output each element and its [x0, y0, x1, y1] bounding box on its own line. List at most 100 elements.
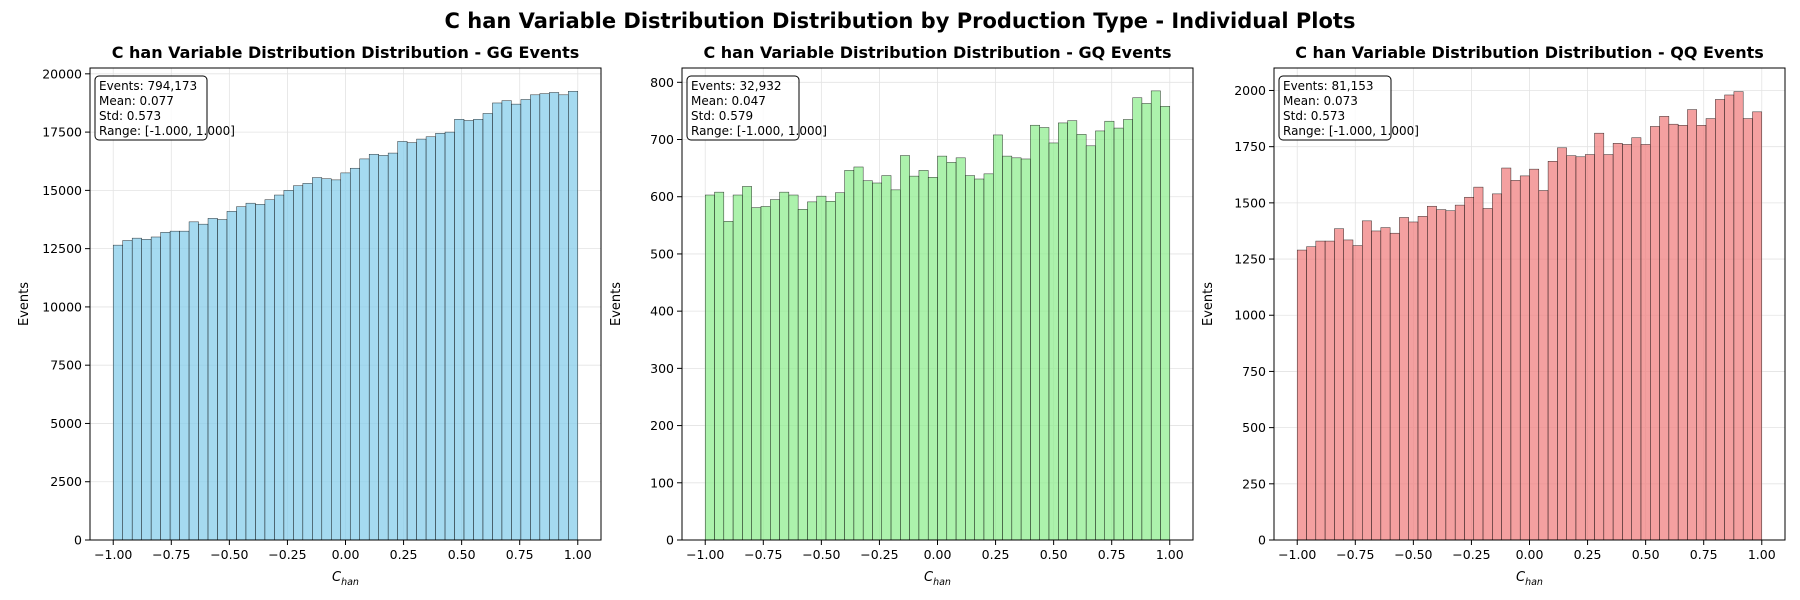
histogram-bar — [539, 93, 550, 541]
chart-panel: −1.00 −0.75 −0.50 −0.25 0.00 0.25 0.50 0.75 1.00… — [17, 43, 602, 588]
histogram-bar — [1020, 158, 1031, 541]
histogram-bar — [1408, 221, 1419, 541]
x-tick-label: 0.75 — [1690, 547, 1718, 562]
stats-line: Std: 0.579 — [691, 109, 753, 123]
histogram-bar — [1594, 132, 1605, 541]
x-tick-label: 0.00 — [1516, 547, 1544, 562]
stats-line: Range: [-1.000, 1.000] — [1283, 124, 1419, 138]
chart-panel: −1.00 −0.75 −0.50 −0.25 0.00 0.25 0.50 0.75 1.00… — [609, 43, 1194, 588]
histogram-bar — [321, 178, 332, 541]
stats-line: Range: [-1.000, 1.000] — [99, 124, 235, 138]
x-tick-label: 0.00 — [332, 547, 360, 562]
x-tick-label: 0.25 — [1574, 547, 1602, 562]
x-axis-label-main: C — [332, 570, 342, 585]
histogram-bar — [797, 209, 808, 541]
histogram-bar — [825, 201, 836, 541]
y-tick-label: 500 — [1242, 420, 1266, 435]
stats-line: Std: 0.573 — [1283, 109, 1345, 123]
histogram-bar — [788, 194, 799, 541]
chart-title: C han Variable Distribution Distribution… — [703, 43, 1171, 62]
x-tick-label: −0.75 — [744, 547, 782, 562]
histogram-bar — [340, 172, 351, 541]
x-tick-label: 1.00 — [564, 547, 592, 562]
histogram-bar — [255, 204, 266, 541]
x-axis-label: Chan — [924, 570, 951, 588]
histogram-bar — [530, 94, 541, 541]
histogram-bar — [1132, 97, 1143, 541]
histogram-bar — [1510, 180, 1521, 541]
y-tick-label: 1250 — [1234, 252, 1266, 267]
x-tick-label: −1.00 — [94, 547, 132, 562]
stats-line: Events: 794,173 — [99, 79, 197, 93]
histogram-bar — [283, 190, 294, 541]
histogram-bar — [511, 103, 522, 541]
histogram-bar — [312, 177, 323, 541]
y-tick-label: 800 — [650, 75, 674, 90]
histogram-bar — [983, 173, 994, 541]
y-tick-label: 750 — [1242, 364, 1266, 379]
stats-line: Mean: 0.077 — [99, 94, 174, 108]
histogram-bar — [1011, 157, 1022, 541]
histogram-bar — [444, 131, 455, 541]
histogram-bar — [1529, 168, 1540, 541]
histogram-bar — [207, 218, 218, 541]
y-tick-label: 5000 — [50, 416, 82, 431]
histogram-bar — [1622, 144, 1632, 541]
histogram-bar — [1473, 186, 1484, 541]
histogram-bar — [1306, 246, 1317, 541]
histogram-bar — [1752, 111, 1763, 541]
x-axis-label-subscript: han — [341, 577, 359, 588]
histogram-bar — [1677, 125, 1688, 541]
x-tick-label: −0.50 — [802, 547, 840, 562]
histogram-bar — [835, 192, 845, 541]
histogram-bar — [946, 162, 957, 541]
y-axis-label: Events — [609, 282, 624, 326]
histogram-bar — [549, 92, 560, 541]
stats-line: Mean: 0.047 — [691, 94, 766, 108]
histogram-bar — [1343, 239, 1354, 541]
x-tick-label: 1.00 — [1156, 547, 1184, 562]
histogram-bar — [1464, 196, 1475, 541]
y-tick-label: 700 — [650, 132, 674, 147]
histogram-bar — [501, 100, 512, 541]
x-axis-label-main: C — [1516, 570, 1526, 585]
histogram-bar — [245, 202, 256, 541]
histogram-bar — [1733, 91, 1744, 541]
histogram-bar — [918, 170, 929, 541]
x-tick-label: −0.75 — [152, 547, 190, 562]
x-axis-label: Chan — [332, 570, 359, 588]
histogram-bar — [520, 99, 531, 541]
histogram-bar — [1566, 155, 1577, 541]
stats-line: Mean: 0.073 — [1283, 94, 1358, 108]
histogram-bar — [844, 170, 855, 541]
histogram-bar — [1002, 155, 1013, 541]
histogram-bar — [1417, 216, 1428, 541]
stats-box — [1278, 75, 1392, 141]
y-tick-label: 1750 — [1234, 139, 1266, 154]
histogram-bar — [1076, 134, 1087, 541]
histogram-bar — [1030, 124, 1040, 541]
histogram-bar — [1603, 154, 1614, 541]
histogram-bar — [131, 237, 142, 541]
y-tick-label: 20000 — [42, 66, 82, 81]
chart-title: C han Variable Distribution Distribution… — [112, 43, 580, 62]
chart-panel: −1.00 −0.75 −0.50 −0.25 0.00 0.25 0.50 0.75 1.00… — [1201, 43, 1786, 588]
histogram-bar — [425, 136, 436, 541]
y-tick-label: 250 — [1242, 476, 1266, 491]
histogram-bar — [492, 102, 503, 541]
histogram-bar — [881, 175, 892, 541]
x-tick-label: 0.75 — [1098, 547, 1126, 562]
histogram-bar — [1315, 240, 1326, 541]
y-axis-label: Events — [17, 282, 32, 326]
histogram-bar — [188, 221, 199, 541]
histogram-bar — [349, 167, 360, 541]
x-axis-label-subscript: han — [1525, 577, 1543, 588]
histogram-bar — [1427, 205, 1437, 541]
histogram-bar — [217, 219, 228, 541]
histogram-bar — [558, 94, 569, 541]
histogram-bar — [853, 166, 864, 541]
x-tick-label: −1.00 — [686, 547, 724, 562]
histogram-bar — [236, 206, 247, 541]
histogram-bar — [302, 183, 313, 541]
y-tick-label: 400 — [650, 304, 674, 319]
